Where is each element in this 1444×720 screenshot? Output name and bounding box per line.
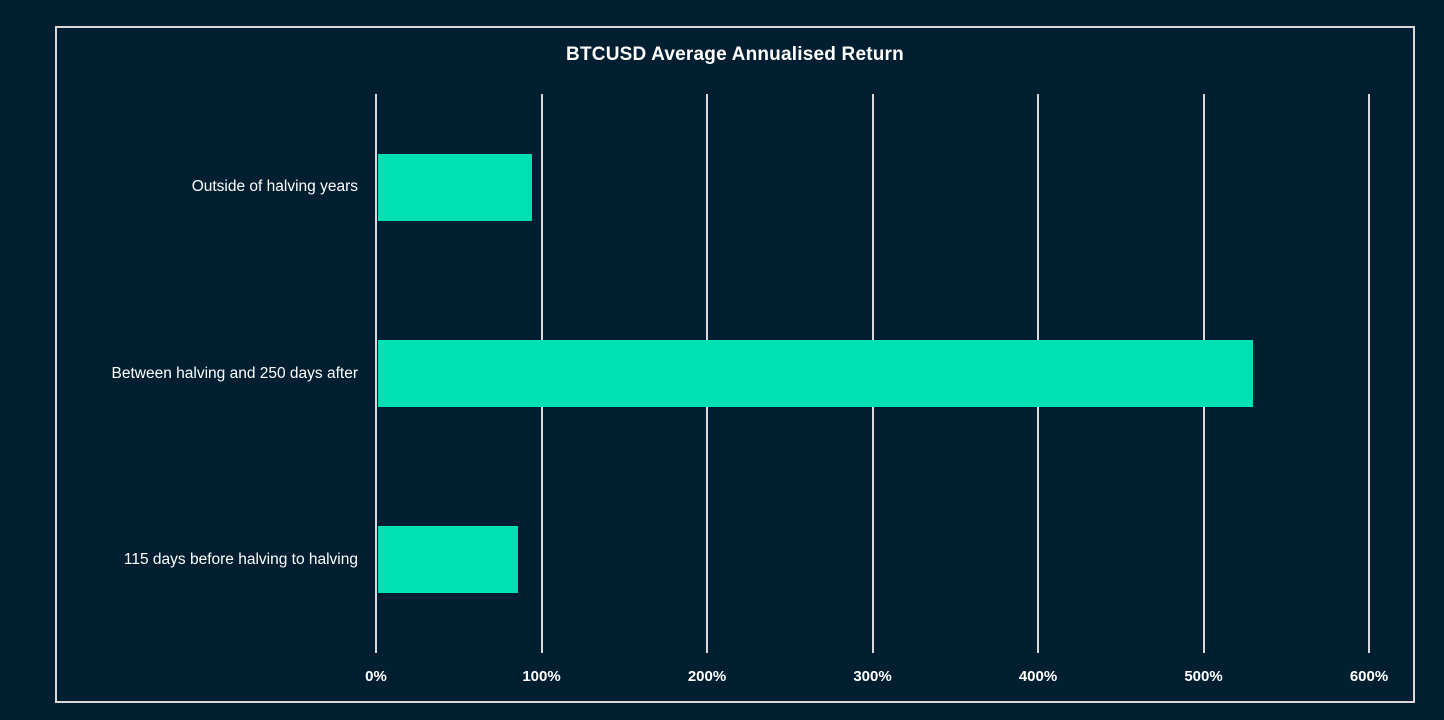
x-axis-tick-label: 500% [1184,668,1223,685]
category-label: Between halving and 250 days after [111,364,358,382]
x-axis-tick-label: 200% [687,668,727,685]
x-axis: 0% 100% 200% 300% 400% 500% 600% [365,664,1388,690]
x-axis-tick-label: 400% [1018,668,1058,685]
x-axis-tick-label: 300% [853,668,892,685]
category-label: Outside of halving years [191,178,358,196]
bar-3 [378,526,519,594]
chart-title: BTCUSD Average Annualised Return [566,44,904,65]
gridline [375,94,377,653]
category-label: 115 days before halving to halving [123,550,358,568]
plot-area [375,94,1370,653]
x-axis-tick-label: 0% [365,668,387,685]
chart-frame: BTCUSD Average Annualised Return [55,26,1415,703]
gridline [1368,94,1370,653]
bar-1 [378,153,532,221]
x-axis-tick-label: 600% [1349,668,1389,685]
bar-2 [378,340,1254,407]
y-axis-labels: Outside of halving years Between halving … [0,94,358,653]
x-axis-tick-label: 100% [522,668,561,685]
